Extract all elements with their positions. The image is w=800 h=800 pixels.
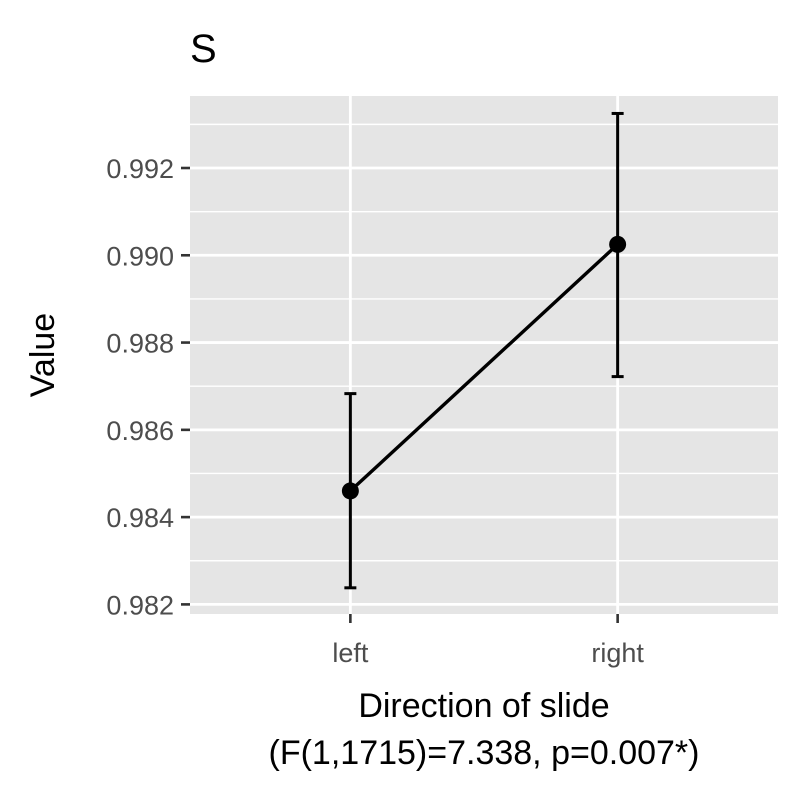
- x-tick-label: right: [591, 638, 644, 668]
- y-tick-label: 0.984: [106, 503, 174, 533]
- x-axis-title: Direction of slide: [358, 687, 609, 725]
- data-marks: [341, 111, 627, 590]
- y-tick-label: 0.988: [106, 329, 174, 359]
- y-axis: 0.982 0.984 0.986 0.988 0.990 0.992: [106, 154, 190, 620]
- minor-gridlines: [190, 123, 778, 562]
- series-line: [349, 243, 619, 493]
- y-tick-label: 0.990: [106, 241, 174, 271]
- x-tick-label: left: [332, 638, 369, 668]
- y-tick-label: 0.982: [106, 590, 174, 620]
- plot-panel: [190, 96, 778, 614]
- x-axis-subtitle: (F(1,1715)=7.338, p=0.007*): [269, 734, 700, 772]
- y-axis-title: Value: [24, 313, 62, 397]
- data-point: [609, 235, 627, 253]
- chart-title: S: [190, 27, 217, 71]
- y-tick-label: 0.986: [106, 416, 174, 446]
- data-point: [341, 482, 359, 500]
- y-tick-label: 0.992: [106, 154, 174, 184]
- x-axis: left right: [332, 614, 644, 668]
